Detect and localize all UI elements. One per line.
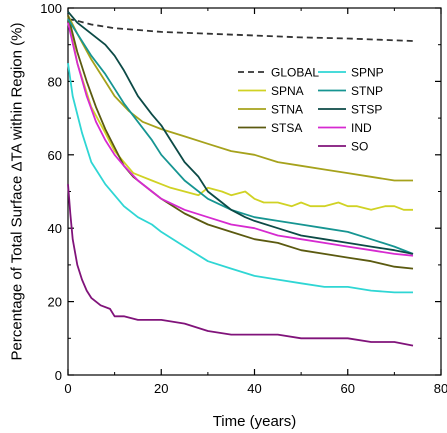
y-tick-label: 20 [48,295,62,310]
y-tick-label: 40 [48,221,62,236]
series-lines [67,11,414,347]
series-line-spnp [67,62,413,294]
series-line-ind [67,22,414,257]
plot-frame [67,7,442,376]
plot-area: 0 20 40 60 80 0 20 40 60 80 100 [40,1,447,396]
y-axis-label: Percentage of Total Surface ΔTA within R… [8,23,25,361]
legend: GLOBAL SPNA STNA STSA SPNP STNP STSP IND SO [238,66,384,154]
y-tick-label: 100 [40,1,62,16]
x-tick-label: 80 [434,381,447,396]
series-line-stnp [67,18,414,255]
legend-label-ind: IND [351,121,372,135]
y-tick-label: 60 [48,148,62,163]
series-line-spna [67,15,413,211]
y-tick-label: 80 [48,74,62,89]
legend-label-stsp: STSP [351,103,382,117]
x-tick-label: 40 [247,381,261,396]
x-tick-label: 20 [154,381,168,396]
x-tick-label: 60 [341,381,355,396]
series-line-stsa [67,15,414,270]
legend-label-stna: STNA [271,103,303,117]
y-tick-label: 0 [55,368,62,383]
series-line-so [67,184,414,347]
legend-label-global: GLOBAL [271,66,319,80]
legend-label-stnp: STNP [351,84,383,98]
legend-label-spnp: SPNP [351,66,384,80]
legend-label-stsa: STSA [271,121,302,135]
series-line-global [67,18,414,42]
x-axis-label: Time (years) [213,413,297,430]
x-tick-label: 0 [64,381,71,396]
series-line-stna [67,14,413,182]
legend-label-spna: SPNA [271,84,304,98]
series-line-stsp [67,11,414,255]
legend-label-so: SO [351,140,368,154]
